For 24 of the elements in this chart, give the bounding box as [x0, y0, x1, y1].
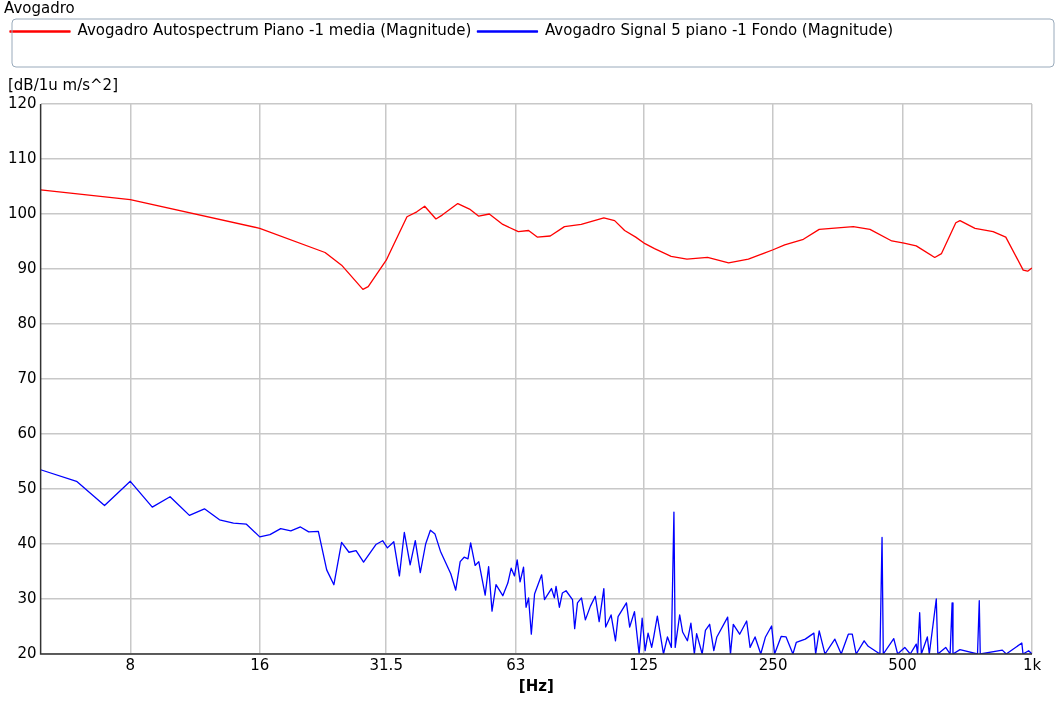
x-tick-label: 16: [250, 655, 270, 674]
x-tick-label: 1k: [1022, 655, 1042, 674]
x-tick-label: 500: [888, 655, 917, 674]
x-tick-label: 125: [629, 655, 658, 674]
y-tick-label: 90: [17, 258, 37, 277]
y-axis-title: [dB/1u m/s^2]: [8, 76, 118, 95]
x-tick-label: 8: [125, 655, 136, 674]
y-tick-label: 60: [17, 423, 37, 442]
x-tick-label: 63: [506, 655, 526, 674]
y-tick-label: 120: [7, 93, 37, 112]
x-tick-label: 250: [758, 655, 788, 674]
y-tick-label: 40: [17, 533, 37, 552]
x-tick-label: 31.5: [369, 655, 403, 674]
y-tick-label: 50: [17, 478, 37, 497]
y-tick-label: 70: [17, 368, 37, 387]
chart-title: Avogadro: [4, 0, 75, 17]
y-tick-label: 110: [7, 148, 37, 167]
y-tick-label: 20: [17, 643, 37, 662]
x-axis-title: [Hz]: [518, 676, 554, 695]
legend-label: Avogadro Autospectrum Piano -1 media (Magnitude): [77, 21, 472, 40]
y-tick-label: 30: [17, 588, 37, 607]
legend-label: Avogadro Signal 5 piano -1 Fondo (Magnitude): [544, 21, 894, 40]
y-tick-label: 100: [7, 203, 37, 222]
y-tick-label: 80: [17, 313, 37, 332]
